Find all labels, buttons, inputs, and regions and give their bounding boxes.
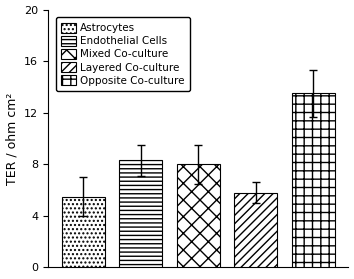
Bar bbox=[234, 193, 277, 268]
Y-axis label: TER / ohm cm²: TER / ohm cm² bbox=[6, 92, 18, 185]
Legend: Astrocytes, Endothelial Cells, Mixed Co-culture, Layered Co-culture, Opposite Co: Astrocytes, Endothelial Cells, Mixed Co-… bbox=[56, 17, 190, 91]
Bar bbox=[62, 196, 105, 268]
Bar bbox=[177, 164, 220, 268]
Bar bbox=[119, 160, 162, 268]
Bar bbox=[292, 93, 335, 268]
